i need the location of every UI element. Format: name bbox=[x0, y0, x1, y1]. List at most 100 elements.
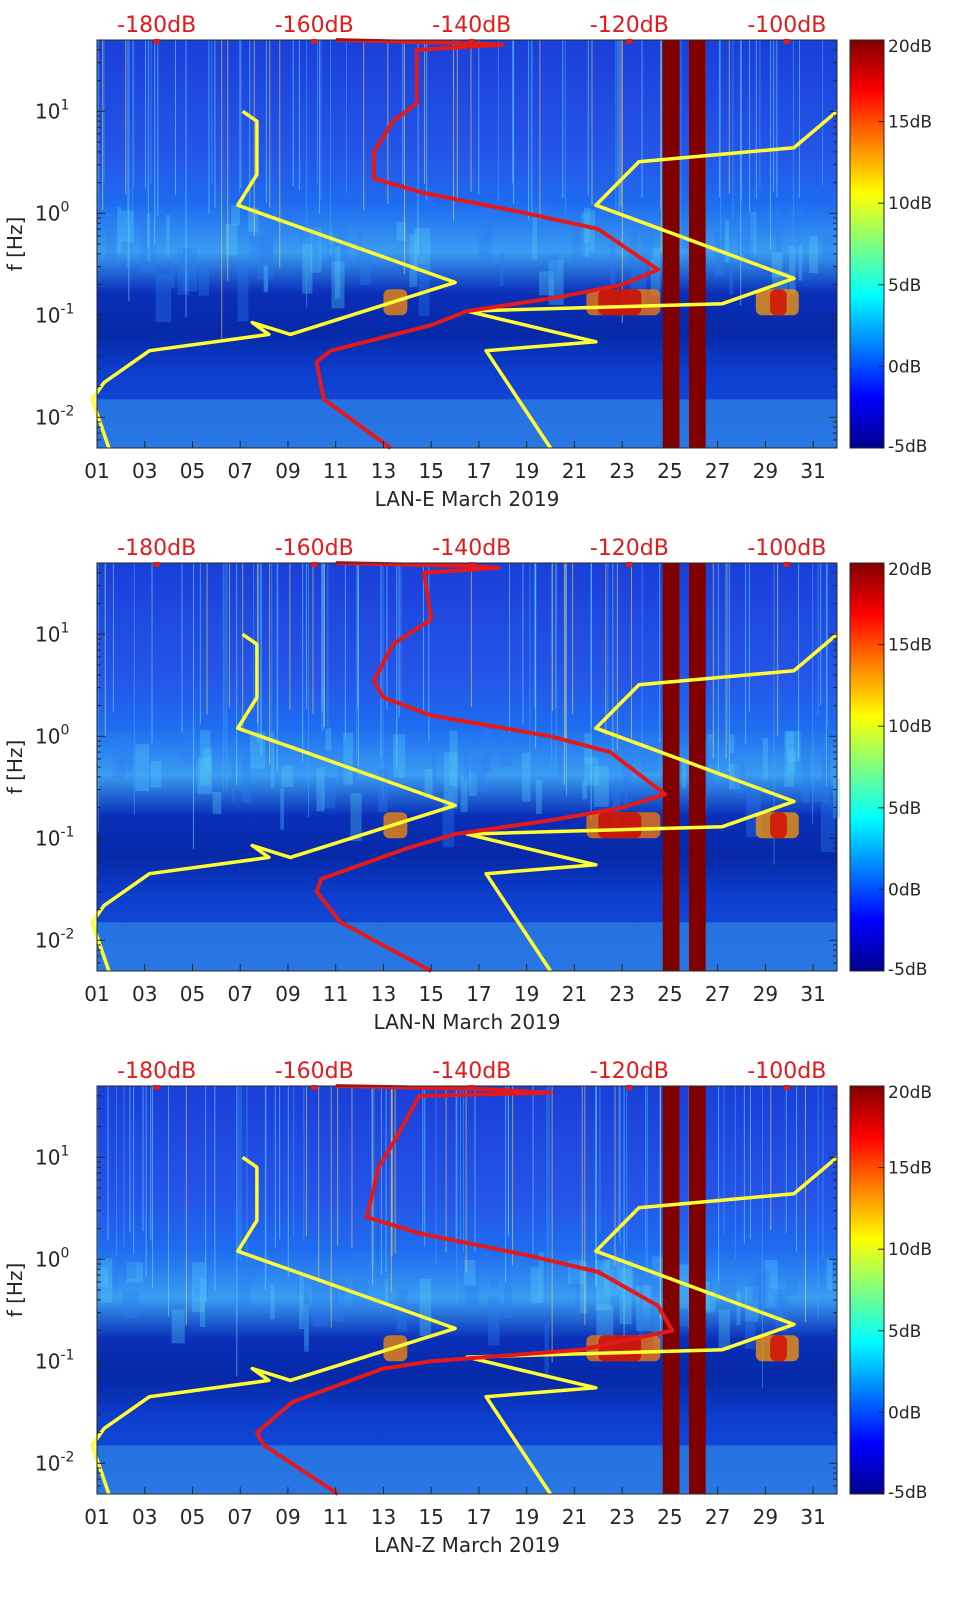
texture-patch bbox=[719, 1258, 737, 1306]
texture-patch bbox=[548, 259, 564, 305]
texture-patch bbox=[532, 216, 538, 261]
y-tick-base: 10 bbox=[35, 201, 60, 225]
texture-patch bbox=[325, 728, 332, 751]
x-tick-label: 31 bbox=[800, 1505, 825, 1529]
top-axis-label: -180dB bbox=[117, 1059, 196, 1084]
texture-patch bbox=[332, 1286, 338, 1320]
y-tick-exponent: 0 bbox=[60, 199, 69, 215]
x-tick-label: 01 bbox=[84, 459, 109, 483]
texture-patch bbox=[682, 757, 686, 788]
colorbar-tick-label: 20dB bbox=[888, 560, 932, 580]
x-tick-label: 09 bbox=[275, 459, 300, 483]
data-gap-column bbox=[662, 1086, 680, 1494]
top-axis-label: -180dB bbox=[117, 536, 196, 561]
colorbar-tick-label: 15dB bbox=[888, 113, 932, 133]
data-gap-column bbox=[662, 563, 680, 971]
texture-patch bbox=[771, 252, 783, 278]
texture-patch bbox=[787, 749, 796, 773]
x-tick-label: 13 bbox=[371, 1505, 396, 1529]
texture-patch bbox=[352, 749, 357, 785]
texture-patch bbox=[418, 264, 430, 316]
x-tick-label: 19 bbox=[514, 459, 539, 483]
x-tick-label: 21 bbox=[562, 982, 587, 1006]
station-noise-line bbox=[314, 38, 660, 450]
x-tick-label: 07 bbox=[227, 982, 252, 1006]
texture-patch bbox=[615, 1252, 625, 1281]
texture-patch bbox=[747, 1276, 760, 1307]
texture-patch bbox=[119, 734, 134, 772]
texture-patch bbox=[212, 792, 222, 814]
spectrogram-field bbox=[97, 1086, 837, 1494]
x-tick-label: 13 bbox=[371, 459, 396, 483]
y-axis-label: f [Hz] bbox=[3, 217, 27, 272]
texture-patch bbox=[575, 1279, 580, 1317]
texture-patch bbox=[463, 732, 470, 782]
texture-patch bbox=[338, 760, 348, 785]
texture-patch bbox=[809, 235, 819, 274]
x-axis-label: LAN-N March 2019 bbox=[373, 1010, 560, 1034]
x-tick-label: 17 bbox=[466, 459, 491, 483]
top-axis-tick bbox=[626, 1085, 633, 1090]
colorbar-tick-label: 5dB bbox=[888, 276, 921, 296]
colorbar bbox=[849, 39, 885, 449]
colorbar-tick-label: 10dB bbox=[888, 1240, 932, 1260]
texture-patch bbox=[302, 243, 313, 294]
low-frequency-noise bbox=[97, 922, 837, 971]
top-axis-label: -140dB bbox=[432, 1059, 511, 1084]
y-tick-label: 10-2 bbox=[35, 403, 74, 429]
texture-patch bbox=[460, 775, 468, 813]
top-axis-tick bbox=[468, 39, 475, 44]
colorbar-tick-label: 20dB bbox=[888, 1083, 932, 1103]
texture-patch bbox=[299, 221, 303, 244]
y-tick-base: 10 bbox=[35, 1451, 60, 1475]
y-tick-exponent: 1 bbox=[60, 1143, 69, 1159]
texture-patch bbox=[263, 217, 280, 238]
colorbar-tick-label: 15dB bbox=[888, 636, 932, 656]
colorbar-tick-label: -5dB bbox=[888, 960, 927, 980]
texture-patch bbox=[442, 793, 455, 848]
texture-patch bbox=[443, 752, 458, 809]
x-tick-label: 09 bbox=[275, 982, 300, 1006]
texture-patch bbox=[199, 1278, 206, 1327]
texture-patch bbox=[535, 780, 542, 814]
texture-patch bbox=[744, 1286, 759, 1322]
texture-patch bbox=[304, 1303, 309, 1352]
colorbar bbox=[849, 1085, 885, 1495]
top-axis-label: -160dB bbox=[275, 13, 354, 38]
texture-patch bbox=[97, 1267, 109, 1287]
noise-model-line bbox=[90, 632, 457, 972]
texture-patch bbox=[468, 772, 477, 796]
texture-patch bbox=[629, 220, 638, 267]
x-tick-label: 27 bbox=[705, 982, 730, 1006]
texture-patch bbox=[786, 731, 801, 762]
colorbar-tick-label: 20dB bbox=[888, 37, 932, 57]
texture-patch bbox=[248, 235, 265, 259]
top-axis-tick bbox=[153, 1085, 160, 1090]
y-tick-label: 100 bbox=[35, 199, 69, 225]
texture-patch bbox=[231, 205, 240, 226]
y-tick-exponent: 0 bbox=[60, 1245, 69, 1261]
colorbar bbox=[849, 562, 885, 972]
x-tick-label: 05 bbox=[180, 982, 205, 1006]
texture-patch bbox=[237, 264, 249, 322]
texture-patch bbox=[126, 1261, 144, 1283]
texture-patch bbox=[166, 215, 171, 258]
y-tick-exponent: -2 bbox=[60, 1449, 74, 1465]
noise-model-line bbox=[465, 109, 839, 449]
texture-patch bbox=[199, 730, 211, 785]
x-tick-label: 21 bbox=[562, 1505, 587, 1529]
texture-patch bbox=[343, 732, 353, 785]
texture-patch bbox=[465, 1262, 479, 1314]
y-tick-exponent: -1 bbox=[60, 1347, 74, 1363]
texture-patch bbox=[736, 1291, 741, 1325]
texture-patch bbox=[725, 220, 729, 263]
texture-patch bbox=[280, 787, 285, 830]
x-tick-label: 05 bbox=[180, 1505, 205, 1529]
y-tick-base: 10 bbox=[35, 405, 60, 429]
texture-patch bbox=[786, 206, 803, 232]
x-tick-label: 13 bbox=[371, 982, 396, 1006]
texture-patch bbox=[424, 769, 433, 798]
texture-patch bbox=[225, 224, 238, 256]
texture-patch bbox=[678, 1295, 688, 1327]
